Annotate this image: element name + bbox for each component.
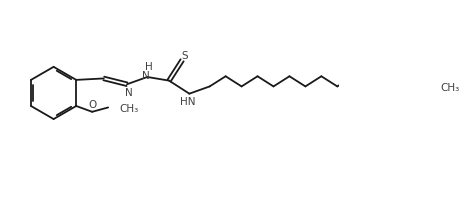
Text: CH₃: CH₃ xyxy=(120,104,139,114)
Text: CH₃: CH₃ xyxy=(440,83,459,93)
Text: HN: HN xyxy=(180,97,196,107)
Text: N: N xyxy=(142,71,150,81)
Text: H: H xyxy=(145,62,153,72)
Text: N: N xyxy=(124,88,132,98)
Text: O: O xyxy=(88,100,96,110)
Text: S: S xyxy=(182,51,188,61)
